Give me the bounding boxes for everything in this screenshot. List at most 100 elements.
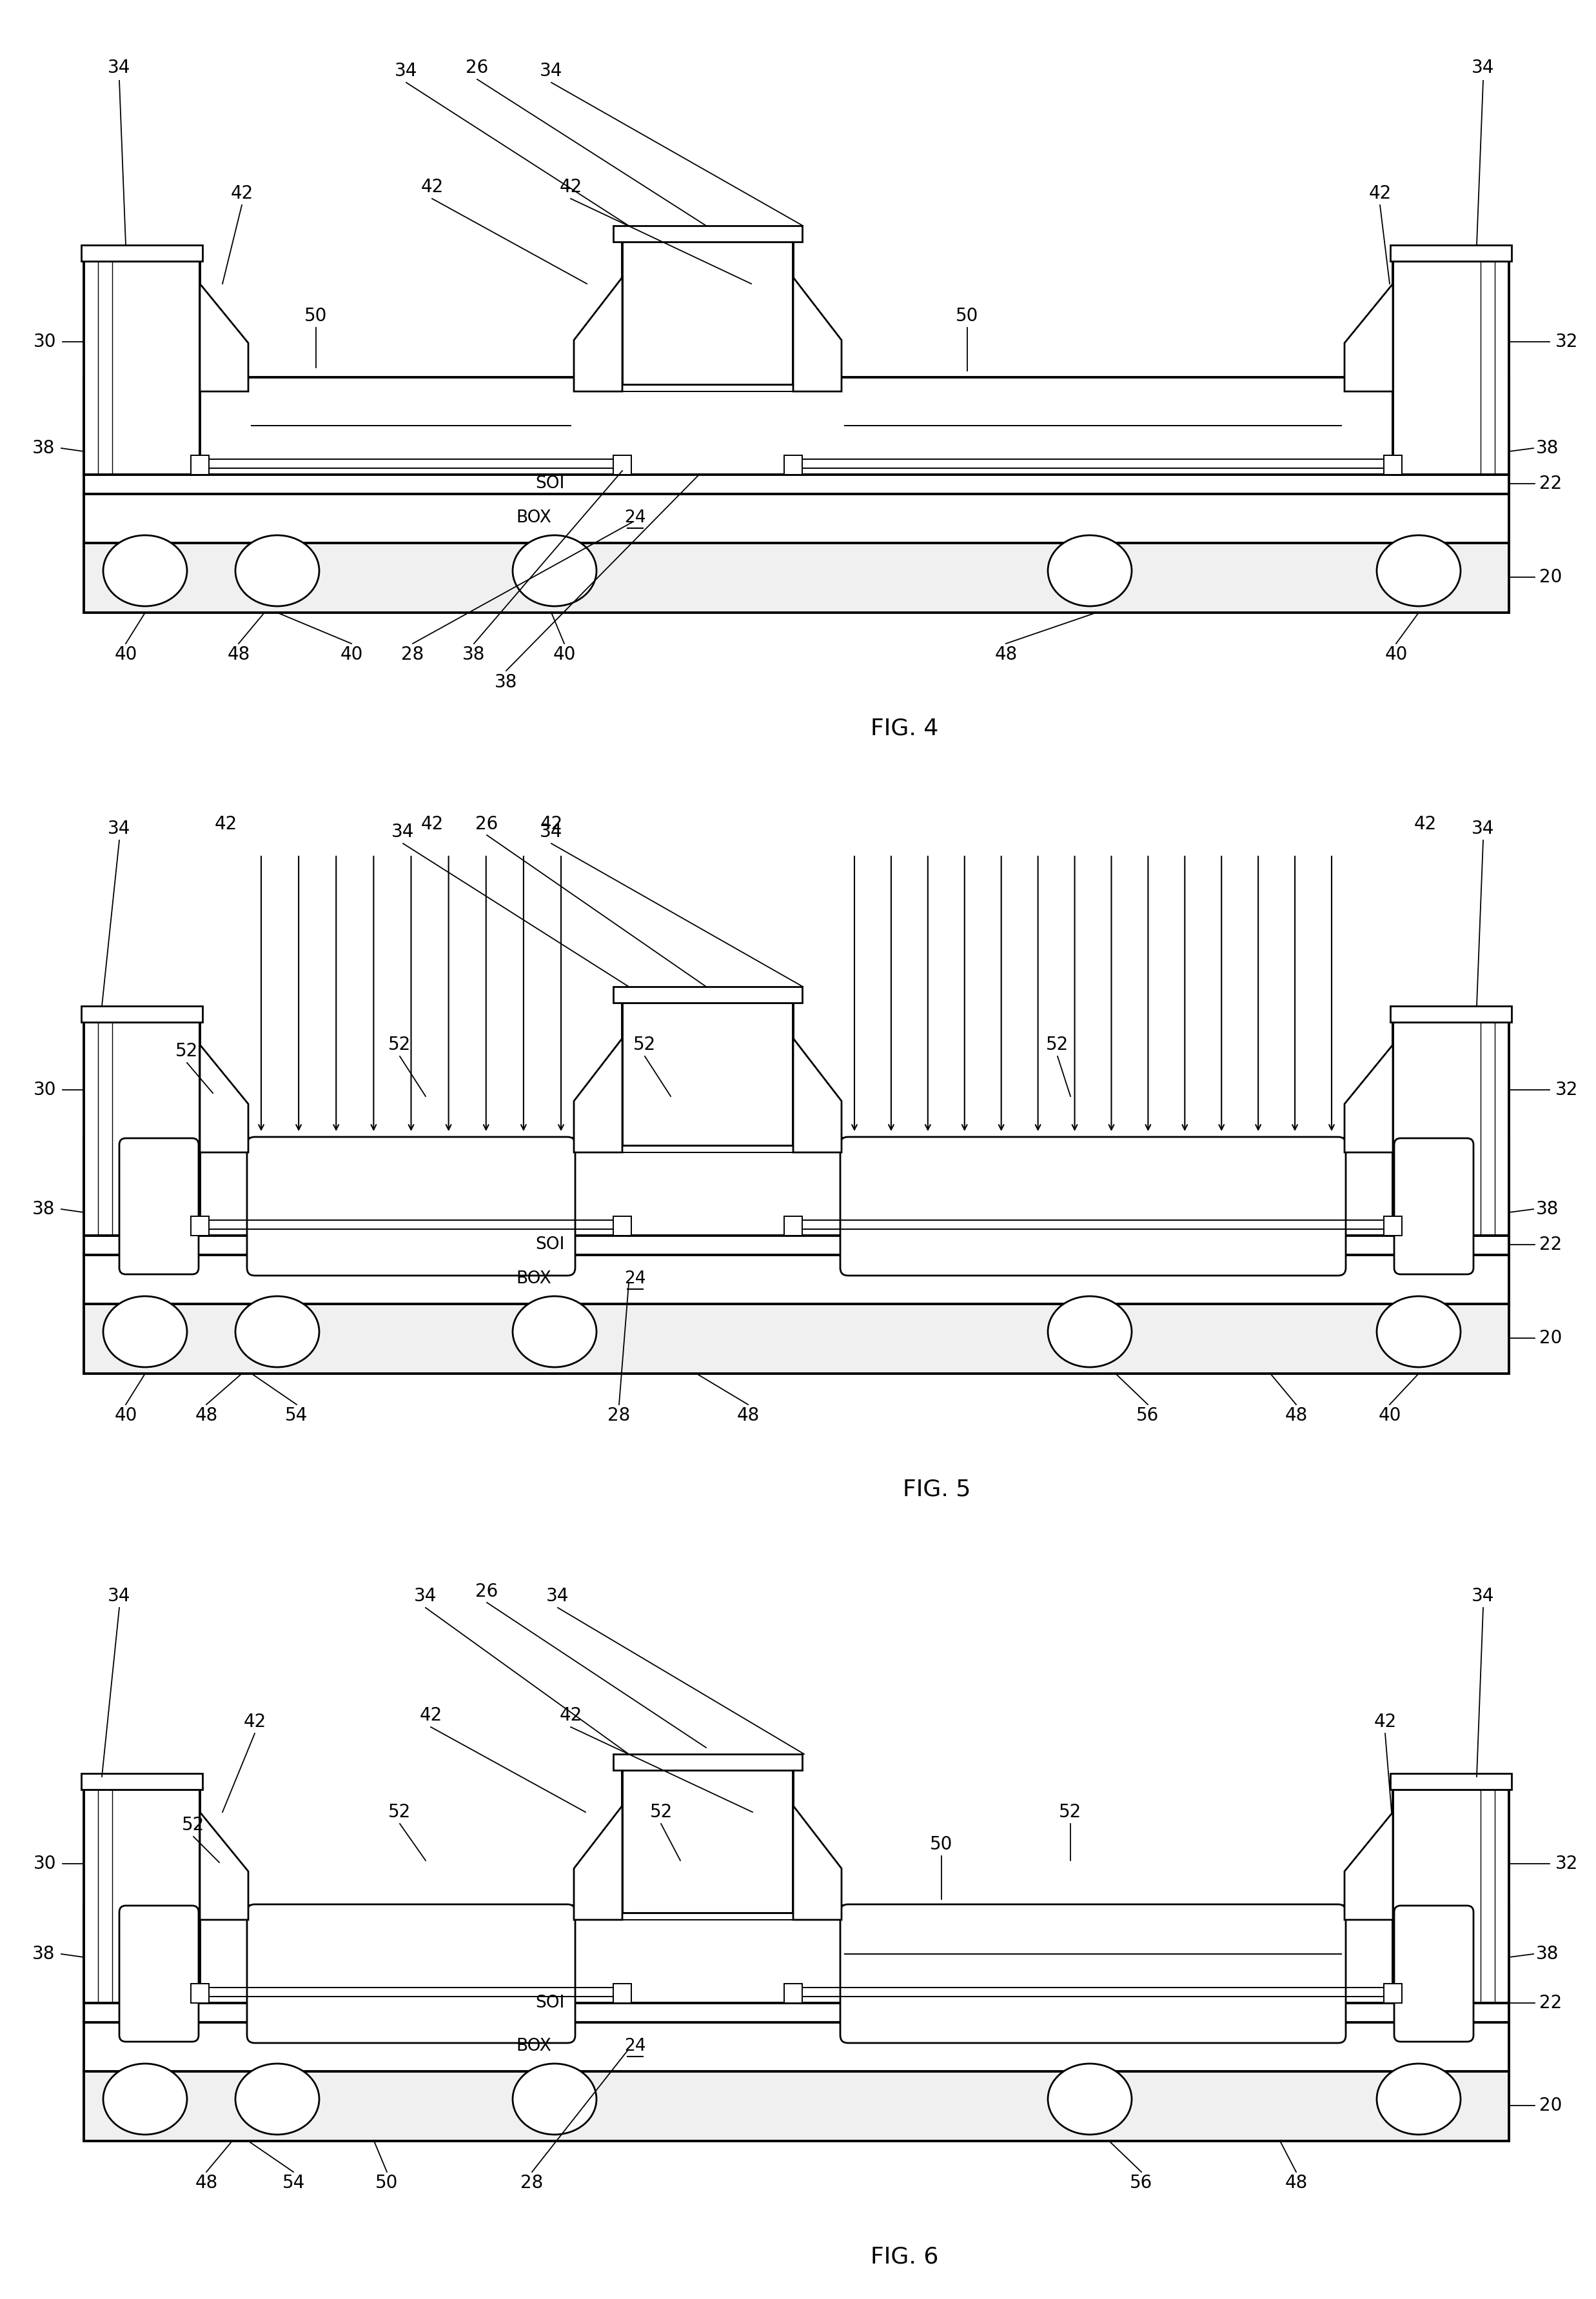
Polygon shape xyxy=(200,1812,249,1920)
Ellipse shape xyxy=(104,536,187,607)
Polygon shape xyxy=(622,1913,793,1920)
Polygon shape xyxy=(85,1138,1508,1235)
Ellipse shape xyxy=(512,1297,597,1368)
Text: 48: 48 xyxy=(195,1407,217,1425)
Text: 30: 30 xyxy=(34,1855,56,1874)
Text: 52: 52 xyxy=(182,1816,204,1835)
Ellipse shape xyxy=(1377,536,1460,607)
FancyBboxPatch shape xyxy=(839,1904,1345,2044)
FancyBboxPatch shape xyxy=(839,1138,1345,1276)
Text: SOI: SOI xyxy=(535,1237,565,1253)
Text: 24: 24 xyxy=(624,2037,646,2055)
Text: 56: 56 xyxy=(1130,2175,1152,2191)
Ellipse shape xyxy=(235,1297,319,1368)
Text: FIG. 4: FIG. 4 xyxy=(870,717,938,740)
Text: 34: 34 xyxy=(1472,1586,1494,1605)
Text: 40: 40 xyxy=(115,646,137,664)
Polygon shape xyxy=(613,455,632,474)
Text: 32: 32 xyxy=(1556,333,1578,352)
Text: 42: 42 xyxy=(559,177,583,195)
Polygon shape xyxy=(85,543,1508,612)
Text: 30: 30 xyxy=(34,333,56,352)
Text: 28: 28 xyxy=(401,646,425,664)
Polygon shape xyxy=(575,1805,622,1920)
Polygon shape xyxy=(192,1984,209,2002)
Text: BOX: BOX xyxy=(516,510,551,526)
Ellipse shape xyxy=(1049,2065,1132,2133)
Polygon shape xyxy=(200,283,249,391)
Polygon shape xyxy=(85,1906,1508,2002)
Text: 34: 34 xyxy=(539,823,563,841)
Text: 42: 42 xyxy=(214,816,238,832)
Text: 34: 34 xyxy=(109,821,131,837)
Polygon shape xyxy=(85,1255,1508,1304)
Text: 38: 38 xyxy=(1537,1945,1559,1963)
FancyBboxPatch shape xyxy=(120,1138,198,1274)
Text: 22: 22 xyxy=(1540,1235,1562,1253)
FancyBboxPatch shape xyxy=(247,1138,575,1276)
Text: 42: 42 xyxy=(230,184,254,202)
Text: 28: 28 xyxy=(608,1407,630,1425)
Text: 52: 52 xyxy=(1047,1035,1069,1053)
Polygon shape xyxy=(622,1770,793,1913)
Ellipse shape xyxy=(104,2065,187,2133)
Polygon shape xyxy=(613,1754,803,1770)
Polygon shape xyxy=(622,384,793,391)
FancyBboxPatch shape xyxy=(1395,1138,1473,1274)
Text: 42: 42 xyxy=(1369,184,1392,202)
Text: 50: 50 xyxy=(930,1835,953,1853)
Polygon shape xyxy=(85,474,1508,494)
Ellipse shape xyxy=(1049,1297,1132,1368)
Text: 42: 42 xyxy=(243,1713,267,1731)
Text: 28: 28 xyxy=(520,2175,543,2191)
Ellipse shape xyxy=(104,1297,187,1368)
Text: 54: 54 xyxy=(282,2175,305,2191)
Polygon shape xyxy=(1393,262,1508,474)
Polygon shape xyxy=(613,986,803,1002)
Text: 38: 38 xyxy=(463,646,485,664)
Text: 40: 40 xyxy=(340,646,362,664)
Text: 50: 50 xyxy=(305,308,327,324)
Polygon shape xyxy=(1390,246,1511,262)
Text: 40: 40 xyxy=(552,646,576,664)
Text: 42: 42 xyxy=(421,177,444,195)
FancyBboxPatch shape xyxy=(120,1906,198,2042)
Text: 42: 42 xyxy=(420,1706,442,1724)
Text: 34: 34 xyxy=(109,60,131,76)
Polygon shape xyxy=(85,1235,1508,1255)
Polygon shape xyxy=(1390,1773,1511,1789)
Polygon shape xyxy=(1384,1216,1401,1235)
Text: BOX: BOX xyxy=(516,2037,551,2055)
Polygon shape xyxy=(85,1023,200,1235)
Text: 26: 26 xyxy=(466,60,488,76)
Polygon shape xyxy=(1384,455,1401,474)
Text: 38: 38 xyxy=(495,674,517,692)
Text: 38: 38 xyxy=(1537,1200,1559,1218)
Text: 34: 34 xyxy=(1472,60,1494,76)
Text: 22: 22 xyxy=(1540,474,1562,492)
Polygon shape xyxy=(1344,283,1393,391)
Polygon shape xyxy=(793,1805,841,1920)
Polygon shape xyxy=(85,2021,1508,2071)
Text: 40: 40 xyxy=(1379,1407,1401,1425)
Text: 26: 26 xyxy=(476,816,498,832)
Text: 42: 42 xyxy=(559,1706,583,1724)
Text: 52: 52 xyxy=(388,1035,412,1053)
Polygon shape xyxy=(81,246,203,262)
Text: 20: 20 xyxy=(1540,568,1562,586)
Text: 38: 38 xyxy=(32,439,56,458)
Text: 32: 32 xyxy=(1556,1855,1578,1874)
Polygon shape xyxy=(85,1789,200,2002)
Text: 34: 34 xyxy=(546,1586,570,1605)
Polygon shape xyxy=(85,2069,1508,2140)
Text: 20: 20 xyxy=(1540,2097,1562,2115)
Text: SOI: SOI xyxy=(535,1996,565,2012)
Polygon shape xyxy=(793,278,841,391)
Text: 24: 24 xyxy=(624,1271,646,1287)
Polygon shape xyxy=(784,1984,803,2002)
Text: 56: 56 xyxy=(1136,1407,1159,1425)
Text: 34: 34 xyxy=(394,62,418,80)
Polygon shape xyxy=(200,1044,249,1152)
Polygon shape xyxy=(613,1216,632,1235)
Polygon shape xyxy=(793,1039,841,1152)
